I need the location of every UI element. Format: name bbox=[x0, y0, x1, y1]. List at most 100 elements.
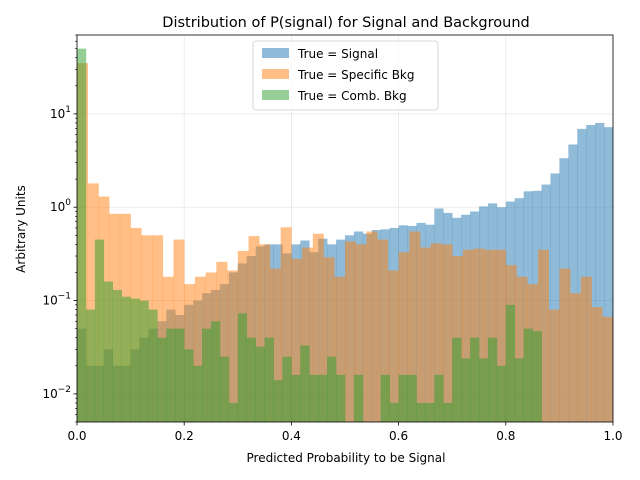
histogram-bar bbox=[559, 268, 571, 422]
histogram-bar bbox=[568, 144, 578, 422]
histogram-bar bbox=[302, 247, 314, 422]
histogram-bar bbox=[193, 365, 203, 422]
histogram-bar bbox=[495, 249, 507, 422]
histogram-bar bbox=[430, 243, 442, 422]
histogram-bar bbox=[77, 48, 87, 422]
histogram-bar bbox=[259, 244, 271, 422]
histogram-bar bbox=[323, 257, 335, 422]
histogram-bar bbox=[175, 328, 185, 422]
histogram-bar bbox=[516, 276, 528, 422]
histogram-bar bbox=[473, 248, 485, 422]
legend-label: True = Comb. Bkg bbox=[297, 89, 407, 103]
histogram-bar bbox=[166, 328, 176, 422]
histogram-bar bbox=[194, 276, 206, 422]
histogram-bar bbox=[389, 402, 399, 422]
axes-layer: 0.0 0.2 0.4 0.6 0.8 1.0 10−2 10−1 100 101 bbox=[42, 34, 623, 443]
x-tick-label: 0.0 bbox=[67, 429, 86, 443]
x-tick-label: 0.8 bbox=[496, 429, 515, 443]
histogram-bar bbox=[380, 374, 390, 422]
histogram-bar bbox=[255, 346, 265, 422]
histogram-bar bbox=[318, 374, 328, 422]
x-tick-label: 1.0 bbox=[603, 429, 622, 443]
histogram-bar bbox=[398, 374, 408, 422]
histogram-bar bbox=[87, 183, 99, 422]
legend-swatch bbox=[262, 90, 289, 100]
histogram-bar bbox=[148, 309, 158, 422]
histogram-bar bbox=[246, 337, 256, 422]
y-tick-label: 101 bbox=[50, 105, 71, 121]
histogram-bar bbox=[550, 173, 560, 422]
histogram-bar bbox=[345, 241, 357, 422]
histogram-bar bbox=[309, 374, 319, 422]
legend-swatch bbox=[262, 69, 289, 79]
histogram-bar bbox=[523, 328, 533, 422]
histogram-bar bbox=[479, 358, 489, 422]
legend-label: True = Specific Bkg bbox=[297, 68, 415, 82]
histogram-bar bbox=[264, 337, 274, 422]
histogram-bar bbox=[443, 402, 453, 422]
histogram-bar bbox=[487, 337, 498, 422]
histogram-bar bbox=[505, 304, 516, 422]
histogram-bar bbox=[282, 356, 292, 422]
y-axis-label: Arbitrary Units bbox=[14, 185, 28, 273]
histogram-bar bbox=[595, 122, 605, 422]
x-tick-label: 0.2 bbox=[175, 429, 194, 443]
y-tick-label: 10−2 bbox=[42, 385, 71, 401]
plot-frame bbox=[76, 34, 614, 423]
histogram-bar bbox=[570, 293, 582, 422]
histogram-bar bbox=[452, 337, 462, 422]
histogram-bar bbox=[461, 358, 471, 422]
histogram-bar bbox=[580, 276, 592, 422]
histogram-bar bbox=[130, 298, 140, 422]
legend: True = Signal True = Specific Bkg True = C… bbox=[252, 40, 439, 111]
y-tick-label: 100 bbox=[50, 198, 71, 214]
x-tick-label: 0.4 bbox=[282, 429, 301, 443]
histogram-bar bbox=[548, 309, 560, 422]
histogram-bar bbox=[470, 337, 480, 422]
histogram-bar bbox=[312, 233, 324, 422]
histogram-bar bbox=[121, 296, 131, 422]
legend-box bbox=[252, 40, 439, 111]
histogram-bar bbox=[280, 227, 292, 422]
histogram-bar bbox=[300, 345, 310, 422]
histogram-bar bbox=[269, 268, 281, 422]
histogram-bar bbox=[425, 402, 435, 422]
histogram-bar bbox=[441, 244, 453, 422]
histogram-bar bbox=[484, 249, 496, 422]
histogram-bar bbox=[398, 252, 410, 422]
histogram-bar bbox=[496, 365, 507, 422]
histogram-bar bbox=[103, 281, 114, 422]
histogram-bar bbox=[387, 270, 399, 422]
histogram-bar bbox=[514, 358, 524, 422]
histogram-bar bbox=[248, 236, 260, 422]
histogram-bar bbox=[94, 239, 105, 422]
histogram-bar bbox=[237, 313, 248, 422]
chart-title: Distribution of P(signal) for Signal and… bbox=[162, 15, 529, 31]
histogram-bar bbox=[377, 239, 389, 422]
histogram-bar bbox=[409, 231, 421, 422]
bars-layer bbox=[77, 48, 613, 422]
histogram-bar bbox=[604, 127, 613, 422]
series-3 bbox=[77, 48, 542, 422]
histogram-bar bbox=[334, 276, 346, 422]
x-tick-label: 0.6 bbox=[389, 429, 408, 443]
histogram-bar bbox=[291, 258, 303, 422]
histogram-bar bbox=[157, 337, 167, 422]
histogram-bar bbox=[139, 300, 149, 422]
histogram-bar bbox=[366, 231, 378, 422]
histogram-bar bbox=[591, 307, 603, 422]
x-axis-label: Predicted Probability to be Signal bbox=[247, 451, 446, 465]
histogram-bar bbox=[532, 331, 542, 422]
histogram-bar bbox=[462, 249, 474, 422]
y-tick-label: 10−1 bbox=[42, 292, 71, 308]
histogram-bar bbox=[291, 374, 301, 422]
histogram-bar bbox=[336, 374, 346, 422]
histogram-bar bbox=[577, 128, 587, 422]
histogram-bar bbox=[434, 374, 444, 422]
histogram-bar bbox=[112, 289, 122, 422]
histogram-bar bbox=[219, 356, 230, 422]
histogram-bar bbox=[420, 247, 432, 422]
histogram-bar bbox=[273, 380, 283, 422]
legend-label: True = Signal bbox=[297, 47, 378, 61]
